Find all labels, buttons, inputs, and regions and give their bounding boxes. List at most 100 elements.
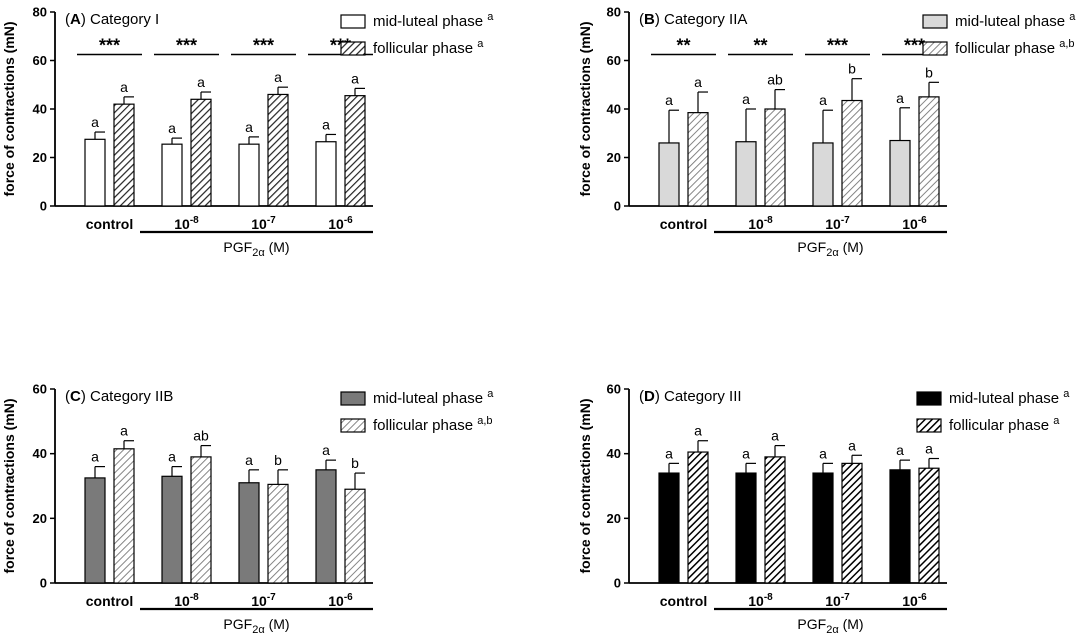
significance-letter: a [819, 92, 827, 108]
significance-stars: *** [253, 35, 274, 55]
y-tick-label: 40 [607, 102, 621, 117]
significance-letter: a [665, 445, 673, 461]
y-tick-label: 60 [33, 382, 47, 397]
y-tick-label: 20 [33, 150, 47, 165]
significance-letter: a [322, 442, 330, 458]
panel-d: 0 20 40 60 force of contractions (mN) (D) Cat… [577, 382, 1070, 637]
significance-letter: a [245, 119, 253, 135]
significance-letter: a [197, 74, 205, 90]
significance-stars: *** [827, 35, 848, 55]
x-category-label: control [86, 593, 133, 609]
bar-mid-luteal-0 [658, 472, 680, 584]
bar-mid-luteal-1 [161, 475, 183, 584]
legend-label: mid-luteal phase a [949, 388, 1070, 407]
significance-letter: a [819, 445, 827, 461]
bar-mid-luteal-2 [238, 482, 260, 584]
panel-b: 0 20 40 60 80 force of contractions (mN) (B) C… [577, 5, 1076, 260]
x-category-label: 10-6 [328, 592, 353, 609]
bar-mid-luteal-3 [315, 469, 337, 584]
x-category-label: 10-8 [174, 592, 199, 609]
significance-stars: *** [904, 35, 925, 55]
panel-title: (A) Category I [65, 11, 159, 28]
legend-swatch [340, 14, 366, 29]
bar-follicular-2 [841, 462, 863, 584]
bar-follicular-0 [687, 451, 709, 584]
significance-stars: ** [676, 35, 690, 55]
legend-label: follicular phase a,b [955, 38, 1075, 57]
significance-letter: b [274, 452, 282, 468]
legend-swatch [916, 418, 942, 433]
bar-mid-luteal-0 [84, 138, 106, 207]
x-category-label: 10-6 [902, 592, 927, 609]
significance-letter: a [168, 120, 176, 136]
bar-mid-luteal-0 [658, 142, 680, 207]
panel-c: 0 20 40 60 force of contractions (mN) (C) Cat… [1, 382, 494, 637]
bar-follicular-1 [190, 98, 212, 207]
x-category-label: 10-8 [748, 215, 773, 232]
y-tick-label: 40 [33, 446, 47, 461]
y-tick-label: 60 [33, 53, 47, 68]
legend-label: mid-luteal phase a [955, 11, 1076, 30]
significance-letter: b [925, 64, 933, 80]
significance-letter: a [771, 428, 779, 444]
significance-letter: a [694, 423, 702, 439]
significance-letter: ab [767, 72, 783, 88]
y-tick-label: 20 [607, 511, 621, 526]
legend-swatch [340, 41, 366, 56]
legend-label: follicular phase a [373, 38, 484, 57]
significance-letter: a [694, 74, 702, 90]
significance-letter: a [742, 91, 750, 107]
significance-letter: a [665, 92, 673, 108]
significance-letter: a [925, 441, 933, 457]
significance-letter: a [91, 449, 99, 465]
legend-label: follicular phase a,b [373, 415, 493, 434]
y-tick-label: 20 [607, 150, 621, 165]
bar-mid-luteal-1 [161, 143, 183, 207]
significance-letter: b [848, 61, 856, 77]
y-tick-label: 40 [607, 446, 621, 461]
bar-follicular-0 [113, 448, 135, 584]
bar-mid-luteal-0 [84, 477, 106, 584]
panel-a: 0 20 40 60 80 force of contractions (mN) (A) C… [1, 5, 494, 260]
panel-title: (B) Category IIA [639, 11, 747, 28]
legend-label: mid-luteal phase a [373, 388, 494, 407]
bar-mid-luteal-1 [735, 472, 757, 584]
bar-follicular-2 [267, 93, 289, 207]
panel-title: (D) Category III [639, 388, 742, 405]
significance-letter: a [245, 452, 253, 468]
bar-follicular-3 [344, 488, 366, 584]
x-category-label: 10-7 [251, 592, 276, 609]
bar-follicular-2 [841, 99, 863, 207]
significance-letter: a [896, 442, 904, 458]
bar-follicular-3 [918, 467, 940, 584]
treatment-group-label: PGF2α (M) [797, 239, 863, 259]
significance-letter: a [91, 114, 99, 130]
bar-follicular-3 [344, 95, 366, 207]
treatment-group-label: PGF2α (M) [223, 616, 289, 636]
legend-swatch [922, 14, 948, 29]
x-category-label: 10-6 [902, 215, 927, 232]
significance-letter: ab [193, 428, 209, 444]
bar-follicular-1 [190, 456, 212, 584]
significance-letter: a [742, 445, 750, 461]
bar-mid-luteal-2 [812, 142, 834, 207]
significance-letter: b [351, 455, 359, 471]
y-tick-label: 20 [33, 511, 47, 526]
bar-follicular-1 [764, 108, 786, 207]
bar-follicular-0 [687, 112, 709, 207]
significance-letter: a [274, 69, 282, 85]
bar-follicular-0 [113, 103, 135, 207]
bar-mid-luteal-3 [315, 141, 337, 207]
y-tick-label: 80 [33, 5, 47, 20]
legend-swatch [916, 391, 942, 406]
significance-letter: a [848, 437, 856, 453]
bar-mid-luteal-2 [238, 143, 260, 207]
x-category-label: control [660, 216, 707, 232]
panel-title: (C) Category IIB [65, 388, 173, 405]
bar-mid-luteal-2 [812, 472, 834, 584]
x-category-label: 10-7 [825, 592, 850, 609]
legend-label: follicular phase a [949, 415, 1060, 434]
x-category-label: control [660, 593, 707, 609]
y-tick-label: 60 [607, 53, 621, 68]
